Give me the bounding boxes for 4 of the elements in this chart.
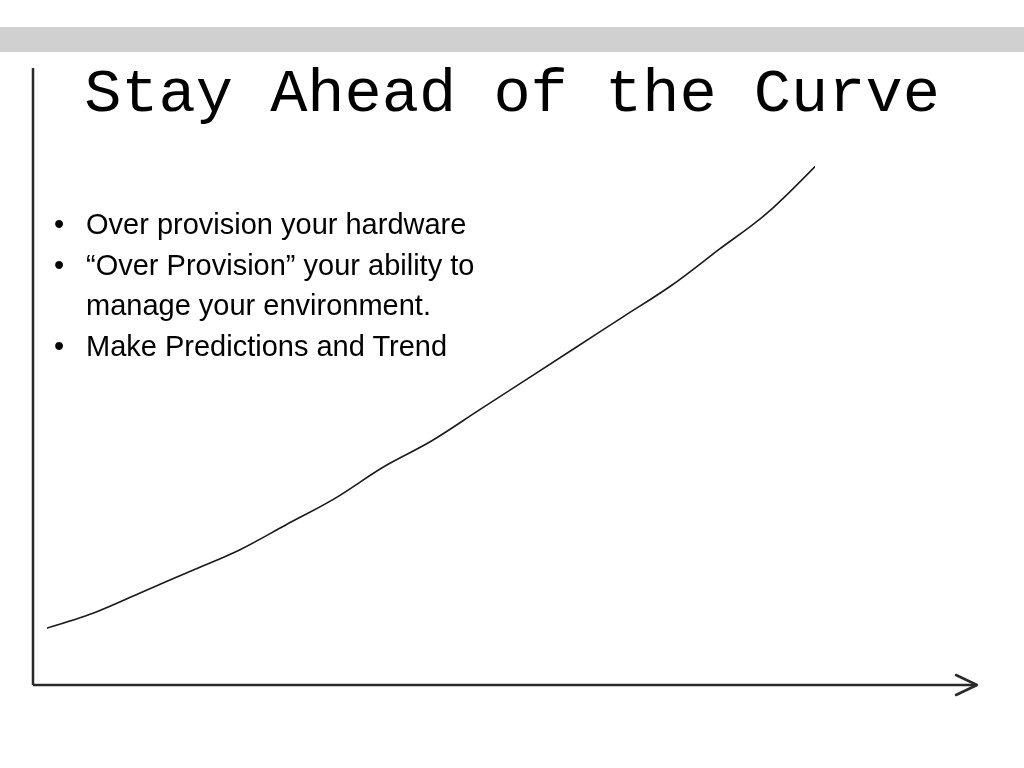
annotation: • Make Predictions and Trend [54,328,448,364]
annotation: • Over provision your hardware [54,207,467,242]
chart-title: Stay Ahead of the Curve [84,59,940,130]
annotation: • “Over Provision” your ability to manage your environment. [54,247,475,323]
